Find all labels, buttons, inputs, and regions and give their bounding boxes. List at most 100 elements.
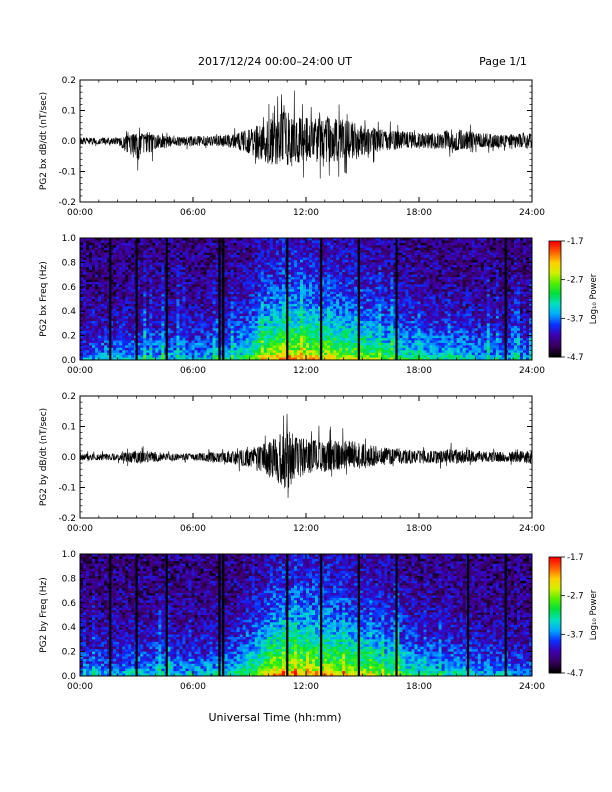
heatmap-cell	[101, 320, 105, 324]
heatmap-cell	[113, 277, 117, 280]
heatmap-cell	[167, 308, 171, 312]
heatmap-cell	[167, 281, 171, 285]
heatmap-cell	[248, 340, 253, 344]
heatmap-cell	[290, 347, 295, 351]
heatmap-cell	[131, 357, 135, 361]
heatmap-cell	[125, 330, 129, 334]
heatmap-cell	[131, 299, 135, 302]
heatmap-cell	[209, 352, 213, 356]
heatmap-cell	[242, 255, 247, 258]
heatmap-cell	[336, 342, 340, 346]
heatmap-cell	[339, 255, 343, 258]
heatmap-cell	[227, 335, 232, 339]
heatmap-cell	[104, 286, 108, 290]
heatmap-cell	[95, 262, 99, 266]
heatmap-cell	[236, 308, 241, 312]
heatmap-cell	[351, 323, 355, 327]
heatmap-cell	[302, 347, 307, 351]
heatmap-cell	[366, 294, 370, 297]
heatmap-cell	[287, 264, 292, 268]
heatmap-cell	[278, 274, 283, 278]
heatmap-cell	[194, 318, 198, 322]
heatmap-cell	[131, 286, 135, 290]
heatmap-cell	[86, 340, 90, 344]
heatmap-cell	[98, 289, 102, 293]
heatmap-cell	[290, 257, 295, 261]
heatmap-cell	[113, 301, 117, 305]
heatmap-cell	[260, 291, 265, 295]
heatmap-cell	[179, 342, 183, 346]
heatmap-cell	[101, 272, 105, 275]
heatmap-cell	[302, 355, 307, 358]
heatmap-cell	[321, 299, 325, 302]
heatmap-cell	[254, 330, 259, 334]
heatmap-cell	[242, 311, 247, 315]
heatmap-cell	[263, 313, 268, 317]
heatmap-cell	[275, 345, 280, 349]
heatmap-cell	[306, 325, 310, 329]
heatmap-cell	[212, 306, 216, 310]
heatmap-cell	[128, 330, 132, 334]
heatmap-cell	[98, 355, 102, 358]
heatmap-cell	[233, 342, 238, 346]
heatmap-cell	[230, 267, 235, 271]
heatmap-cell	[263, 318, 268, 322]
heatmap-cell	[143, 289, 147, 293]
heatmap-cell	[173, 352, 177, 356]
heatmap-cell	[212, 301, 216, 305]
heatmap-cell	[360, 345, 364, 349]
heatmap-cell	[348, 352, 352, 356]
heatmap-cell	[125, 272, 129, 275]
heatmap-cell	[287, 299, 292, 302]
heatmap-cell	[131, 267, 135, 271]
heatmap-cell	[290, 238, 295, 241]
heatmap-cell	[113, 291, 117, 295]
heatmap-cell	[324, 279, 328, 283]
heatmap-cell	[122, 279, 126, 283]
heatmap-cell	[83, 296, 87, 300]
heatmap-cell	[239, 296, 244, 300]
heatmap-cell	[342, 267, 346, 271]
heatmap-cell	[98, 308, 102, 312]
heatmap-cell	[116, 335, 120, 339]
heatmap-cell	[257, 245, 262, 249]
heatmap-cell	[348, 347, 352, 351]
heatmap-cell	[200, 264, 204, 268]
heatmap-cell	[119, 238, 123, 241]
heatmap-cell	[324, 294, 328, 297]
heatmap-cell	[191, 262, 195, 266]
heatmap-cell	[197, 289, 201, 293]
heatmap-cell	[113, 267, 117, 271]
heatmap-cell	[236, 313, 241, 317]
heatmap-cell	[101, 284, 105, 288]
heatmap-cell	[86, 259, 90, 263]
heatmap-cell	[263, 284, 268, 288]
heatmap-cell	[149, 257, 153, 261]
heatmap-cell	[167, 313, 171, 317]
heatmap-cell	[149, 335, 153, 339]
heatmap-cell	[131, 323, 135, 327]
heatmap-cell	[275, 250, 280, 254]
heatmap-cell	[315, 299, 319, 302]
heatmap-cell	[272, 264, 277, 268]
heatmap-cell	[266, 325, 271, 329]
heatmap-cell	[173, 342, 177, 346]
heatmap-cell	[149, 238, 153, 241]
heatmap-cell	[140, 259, 144, 263]
heatmap-cell	[324, 308, 328, 312]
heatmap-cell	[107, 328, 111, 332]
heatmap-cell	[263, 272, 268, 275]
heatmap-cell	[296, 352, 301, 356]
heatmap-cell	[185, 301, 189, 305]
heatmap-cell	[182, 245, 186, 249]
heatmap-cell	[309, 350, 313, 354]
heatmap-cell	[333, 340, 337, 344]
heatmap-cell	[194, 247, 198, 251]
heatmap-cell	[330, 316, 334, 319]
heatmap-cell	[101, 299, 105, 302]
heatmap-cell	[212, 342, 216, 346]
heatmap-cell	[170, 264, 174, 268]
heatmap-cell	[266, 296, 271, 300]
heatmap-cell	[360, 350, 364, 354]
heatmap-cell	[113, 320, 117, 324]
